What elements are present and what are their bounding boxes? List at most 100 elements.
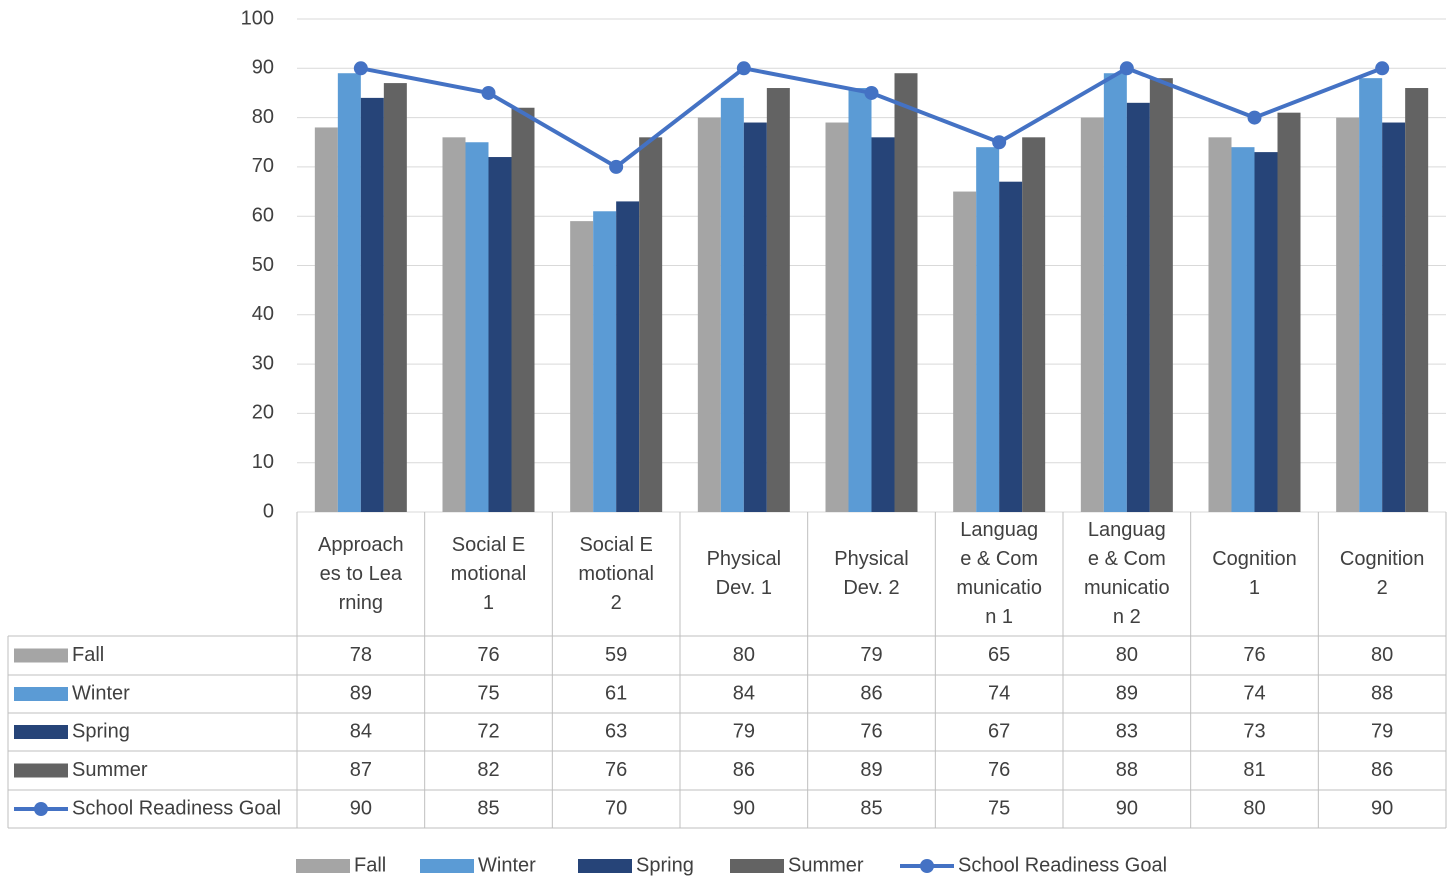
line-marker — [736, 61, 751, 76]
bar — [511, 107, 535, 513]
table-value: 83 — [1116, 720, 1138, 742]
y-tick-label: 10 — [252, 451, 274, 473]
x-tick-label: Physical Dev. 1 — [706, 548, 782, 599]
bar — [697, 117, 721, 512]
table-value: 76 — [477, 644, 499, 666]
category-cell: Language & Communication 1 — [956, 519, 1042, 628]
table-value: 76 — [605, 759, 627, 781]
bar — [1149, 78, 1173, 512]
line-marker — [1119, 61, 1134, 76]
table-value: 80 — [1243, 797, 1265, 819]
bar — [1336, 117, 1360, 512]
row-label: School Readiness Goal — [72, 797, 281, 819]
x-tick-label: Language & Communication 1 — [956, 519, 1042, 628]
y-tick-label: 100 — [241, 7, 274, 29]
legend-swatch — [34, 802, 48, 816]
table-value: 78 — [350, 644, 372, 666]
line-marker — [1375, 61, 1390, 76]
bar — [1231, 147, 1255, 512]
legend-swatch — [14, 648, 68, 663]
category-cell: Cognition 1 — [1212, 548, 1297, 599]
x-tick-label: Social Emotional 2 — [578, 533, 654, 614]
bar — [465, 142, 489, 512]
table-value: 89 — [350, 682, 372, 704]
table-value: 72 — [477, 720, 499, 742]
table-value: 74 — [1243, 682, 1265, 704]
bar — [825, 122, 849, 512]
x-tick-label: Social Emotional 1 — [450, 533, 527, 614]
category-cell: Approaches to Learning — [318, 534, 404, 614]
y-tick-label: 70 — [252, 155, 274, 177]
line-marker — [609, 159, 624, 174]
legend-swatch — [296, 859, 350, 873]
legend-label: Summer — [788, 854, 864, 876]
bar — [383, 83, 407, 512]
bar — [999, 181, 1023, 512]
table-value: 75 — [988, 797, 1010, 819]
bar — [593, 211, 617, 512]
table-value: 90 — [1371, 797, 1393, 819]
legend-label: Winter — [478, 854, 536, 876]
y-tick-label: 80 — [252, 106, 274, 128]
bar — [616, 201, 640, 512]
y-tick-label: 90 — [252, 57, 274, 79]
legend-swatch — [578, 859, 632, 873]
row-label: Spring — [72, 720, 130, 742]
y-tick-label: 20 — [252, 402, 274, 424]
table-value: 73 — [1243, 720, 1265, 742]
y-tick-label: 40 — [252, 303, 274, 325]
table-value: 85 — [477, 797, 499, 819]
bar — [766, 88, 790, 513]
y-tick-label: 0 — [263, 500, 274, 522]
bar — [1080, 117, 1104, 512]
category-cell: Language & Communication 2 — [1084, 519, 1170, 628]
bar — [953, 191, 977, 513]
bar — [1022, 137, 1046, 512]
table-value: 89 — [1116, 682, 1138, 704]
table-value: 67 — [988, 720, 1010, 742]
table-value: 59 — [605, 644, 627, 666]
table-value: 74 — [988, 682, 1010, 704]
x-tick-label: Cognition 2 — [1339, 548, 1425, 599]
line-marker — [353, 61, 368, 76]
table-value: 84 — [350, 720, 372, 742]
table-value: 76 — [860, 720, 882, 742]
table-value: 89 — [860, 759, 882, 781]
bar — [570, 221, 594, 512]
table-value: 85 — [860, 797, 882, 819]
table-value: 79 — [733, 720, 755, 742]
legend-label: School Readiness Goal — [958, 854, 1167, 876]
y-tick-label: 30 — [252, 352, 274, 374]
table-value: 84 — [733, 682, 755, 704]
legend-swatch — [730, 859, 784, 873]
bar — [314, 127, 338, 513]
bar — [1382, 122, 1406, 512]
table-value: 88 — [1371, 682, 1393, 704]
y-tick-label: 50 — [252, 254, 274, 276]
category-cell: Physical Dev. 1 — [706, 548, 782, 599]
line-marker — [992, 135, 1007, 150]
bar — [720, 97, 744, 512]
bar — [871, 137, 895, 512]
table-value: 90 — [733, 797, 755, 819]
table-value: 90 — [350, 797, 372, 819]
line-marker — [1247, 110, 1262, 125]
x-tick-label: Physical Dev. 2 — [834, 548, 909, 599]
legend-swatch — [14, 763, 68, 778]
table-value: 87 — [350, 759, 372, 781]
category-cell: Social Emotional 1 — [450, 533, 527, 614]
table-value: 90 — [1116, 797, 1138, 819]
table-value: 76 — [1243, 644, 1265, 666]
bar — [894, 73, 918, 512]
table-value: 79 — [860, 644, 882, 666]
legend-swatch — [14, 687, 68, 701]
line-marker — [481, 85, 496, 100]
table-value: 80 — [1116, 644, 1138, 666]
bar — [360, 97, 384, 512]
table-value: 70 — [605, 797, 627, 819]
bar — [1126, 102, 1150, 512]
bar — [1277, 112, 1301, 513]
table-value: 88 — [1116, 759, 1138, 781]
table-value: 61 — [605, 682, 627, 704]
legend-label: Spring — [636, 854, 694, 876]
